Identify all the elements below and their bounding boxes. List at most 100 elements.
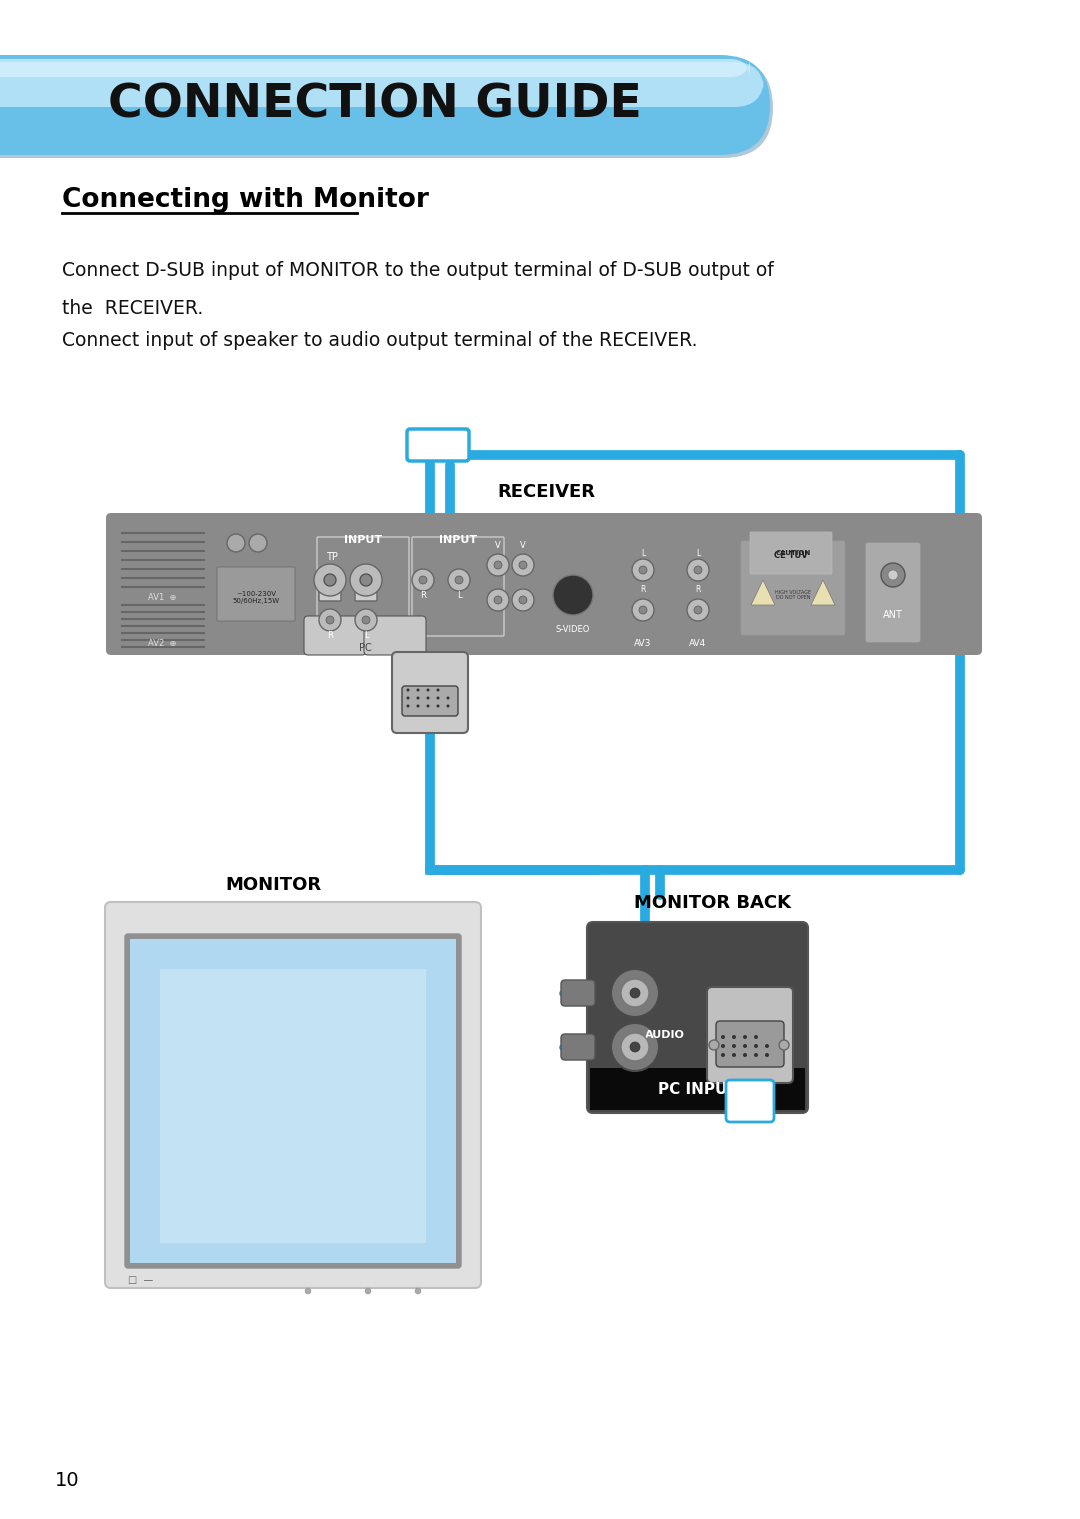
Circle shape <box>417 697 419 700</box>
Circle shape <box>350 564 382 595</box>
Circle shape <box>417 705 419 708</box>
Text: ANT: ANT <box>883 611 903 620</box>
Circle shape <box>362 617 370 624</box>
Circle shape <box>779 1041 789 1050</box>
Circle shape <box>305 1288 311 1294</box>
FancyBboxPatch shape <box>402 687 458 715</box>
Circle shape <box>512 589 534 611</box>
Text: L: L <box>696 548 700 557</box>
Text: AV3: AV3 <box>634 638 651 647</box>
Circle shape <box>411 570 434 591</box>
Text: TP: TP <box>326 551 338 562</box>
FancyBboxPatch shape <box>217 567 295 621</box>
Circle shape <box>888 570 897 580</box>
Circle shape <box>446 697 449 700</box>
Circle shape <box>881 564 905 586</box>
Circle shape <box>687 559 708 580</box>
Circle shape <box>446 705 449 708</box>
Circle shape <box>639 606 647 614</box>
Circle shape <box>227 535 245 551</box>
FancyBboxPatch shape <box>407 428 469 460</box>
Text: INPUT: INPUT <box>438 535 477 545</box>
Circle shape <box>436 705 440 708</box>
FancyBboxPatch shape <box>866 542 920 643</box>
FancyBboxPatch shape <box>741 541 845 635</box>
Text: ~100-230V
50/60Hz,15W: ~100-230V 50/60Hz,15W <box>232 591 280 605</box>
FancyBboxPatch shape <box>392 652 468 734</box>
Circle shape <box>415 1288 421 1294</box>
Text: Connecting with Monitor: Connecting with Monitor <box>62 187 429 213</box>
Circle shape <box>448 570 470 591</box>
Circle shape <box>621 980 649 1007</box>
Circle shape <box>708 1041 719 1050</box>
Text: CONNECTION GUIDE: CONNECTION GUIDE <box>108 82 642 128</box>
Text: PC: PC <box>359 643 372 653</box>
Circle shape <box>494 595 502 605</box>
Circle shape <box>743 1034 747 1039</box>
Circle shape <box>694 567 702 574</box>
Circle shape <box>427 688 430 691</box>
Circle shape <box>721 1034 725 1039</box>
FancyBboxPatch shape <box>750 532 832 574</box>
Text: the  RECEIVER.: the RECEIVER. <box>62 299 203 317</box>
FancyBboxPatch shape <box>0 58 750 79</box>
Text: HIGH VOLTAGE
DO NOT OPEN: HIGH VOLTAGE DO NOT OPEN <box>775 589 811 600</box>
Text: V: V <box>521 541 526 550</box>
Text: 10: 10 <box>55 1470 80 1490</box>
Bar <box>590 1068 805 1110</box>
Circle shape <box>621 1033 649 1060</box>
Circle shape <box>632 559 654 580</box>
Circle shape <box>553 576 593 615</box>
Circle shape <box>754 1044 758 1048</box>
Circle shape <box>326 617 334 624</box>
Circle shape <box>721 1044 725 1048</box>
FancyBboxPatch shape <box>726 1080 774 1123</box>
Text: MONITOR: MONITOR <box>225 876 321 895</box>
Circle shape <box>611 969 659 1018</box>
FancyBboxPatch shape <box>716 1021 784 1066</box>
Circle shape <box>743 1044 747 1048</box>
Text: Connect input of speaker to audio output terminal of the RECEIVER.: Connect input of speaker to audio output… <box>62 331 698 349</box>
Circle shape <box>694 606 702 614</box>
FancyBboxPatch shape <box>561 980 595 1006</box>
FancyBboxPatch shape <box>364 617 426 655</box>
Circle shape <box>512 554 534 576</box>
Text: CAUTION: CAUTION <box>775 550 811 556</box>
Bar <box>160 969 426 1243</box>
Circle shape <box>754 1034 758 1039</box>
Circle shape <box>630 1042 640 1053</box>
Text: MONITOR BACK: MONITOR BACK <box>634 895 791 911</box>
FancyBboxPatch shape <box>105 902 481 1288</box>
Circle shape <box>732 1034 735 1039</box>
Text: AV4: AV4 <box>689 638 706 647</box>
Circle shape <box>630 987 640 998</box>
Circle shape <box>494 561 502 570</box>
Circle shape <box>427 705 430 708</box>
Circle shape <box>487 589 509 611</box>
Circle shape <box>249 535 267 551</box>
FancyBboxPatch shape <box>355 570 377 602</box>
FancyBboxPatch shape <box>561 1034 595 1060</box>
Text: RECEIVER: RECEIVER <box>497 483 595 501</box>
Text: INPUT: INPUT <box>343 535 382 545</box>
Circle shape <box>732 1053 735 1057</box>
FancyBboxPatch shape <box>106 513 982 655</box>
Circle shape <box>687 598 708 621</box>
Text: Connect D-SUB input of MONITOR to the output terminal of D-SUB output of: Connect D-SUB input of MONITOR to the ou… <box>62 260 773 279</box>
Circle shape <box>632 598 654 621</box>
Text: AV1  ⊕: AV1 ⊕ <box>148 592 176 602</box>
Circle shape <box>406 697 409 700</box>
Circle shape <box>319 609 341 630</box>
FancyBboxPatch shape <box>303 617 366 655</box>
FancyBboxPatch shape <box>319 570 341 602</box>
Polygon shape <box>811 580 835 605</box>
Circle shape <box>324 574 336 586</box>
FancyBboxPatch shape <box>0 58 773 158</box>
Circle shape <box>406 705 409 708</box>
Text: S-VIDEO: S-VIDEO <box>556 626 590 635</box>
Text: R: R <box>696 585 701 594</box>
Text: CE TÜV: CE TÜV <box>774 550 808 559</box>
Circle shape <box>417 688 419 691</box>
Text: L: L <box>457 591 461 600</box>
Circle shape <box>765 1053 769 1057</box>
